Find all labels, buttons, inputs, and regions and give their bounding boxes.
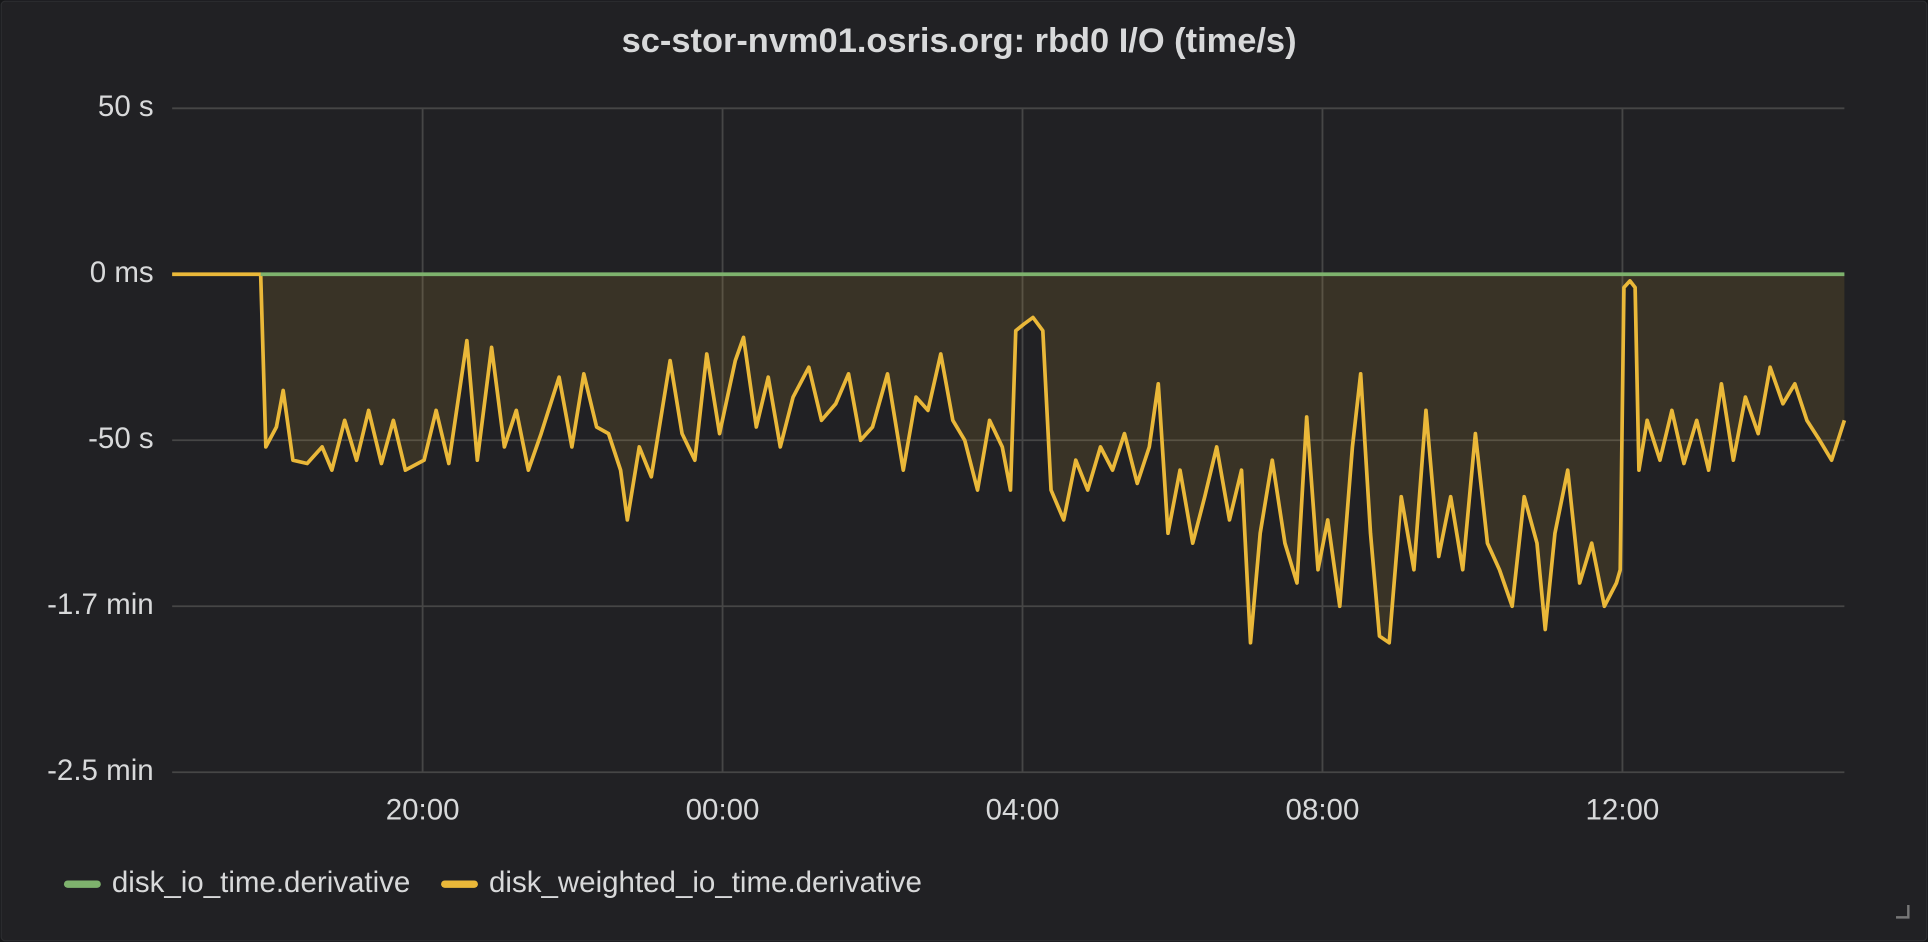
y-tick-label: 50 s [98, 90, 154, 123]
chart-title[interactable]: sc-stor-nvm01.osris.org: rbd0 I/O (time/… [622, 22, 1297, 60]
series-line [172, 272, 1847, 645]
x-tick-label: 20:00 [386, 793, 460, 826]
legend-label[interactable]: disk_weighted_io_time.derivative [489, 866, 922, 899]
plot-area [172, 272, 1847, 645]
legend: disk_io_time.derivative disk_weighted_io_… [63, 866, 922, 899]
y-tick-label: -50 s [88, 422, 154, 455]
legend-label[interactable]: disk_io_time.derivative [112, 866, 410, 899]
y-tick-label: 0 ms [90, 256, 154, 289]
series-area [172, 274, 1845, 643]
y-tick-label: -2.5 min [47, 754, 154, 787]
resize-handle[interactable] [1896, 905, 1910, 919]
x-tick-label: 12:00 [1586, 793, 1660, 826]
x-tick-label: 00:00 [686, 793, 760, 826]
x-tick-label: 04:00 [986, 793, 1060, 826]
x-tick-label: 08:00 [1286, 793, 1360, 826]
y-tick-label: -1.7 min [47, 588, 154, 621]
